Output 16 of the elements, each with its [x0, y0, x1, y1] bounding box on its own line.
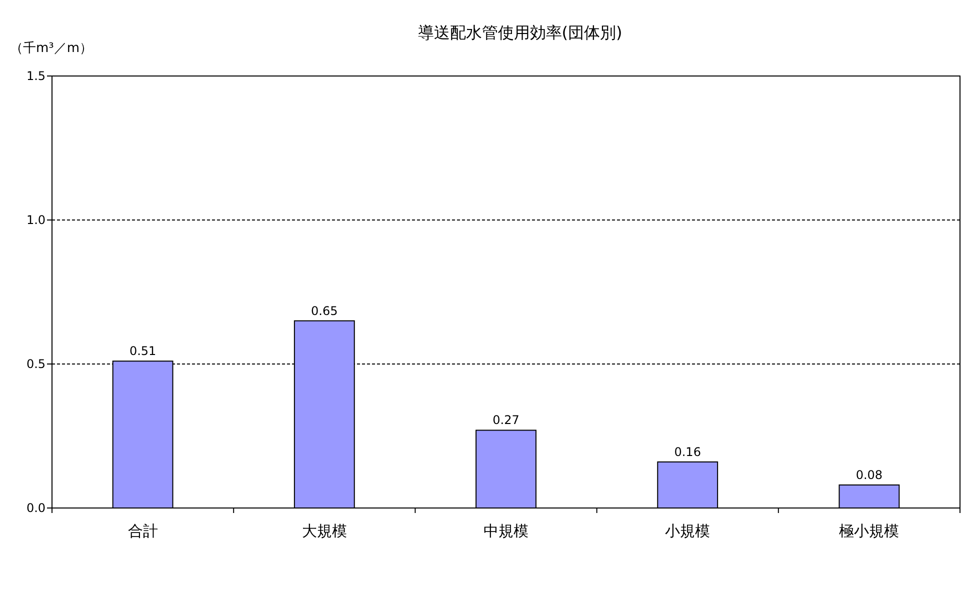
data-label: 0.51: [129, 344, 156, 358]
y-tick-label: 1.5: [26, 69, 46, 83]
data-label: 0.27: [492, 413, 520, 428]
x-tick-label: 極小規模: [839, 522, 900, 540]
y-tick-label: 0.0: [26, 501, 46, 515]
y-tick-label: 0.5: [26, 357, 46, 371]
x-tick-label: 合計: [128, 522, 158, 540]
data-label: 0.16: [674, 444, 701, 459]
y-axis-title: （千m³／m）: [10, 41, 93, 56]
x-tick-label: 小規模: [665, 522, 710, 540]
data-label: 0.65: [311, 304, 338, 318]
x-tick-label: 中規模: [484, 522, 528, 540]
chart-title: 導送配水管使用効率(団体別): [418, 23, 622, 42]
y-tick-label: 1.0: [26, 213, 46, 227]
data-label: 0.08: [856, 468, 883, 482]
x-tick-label: 大規模: [302, 522, 347, 540]
